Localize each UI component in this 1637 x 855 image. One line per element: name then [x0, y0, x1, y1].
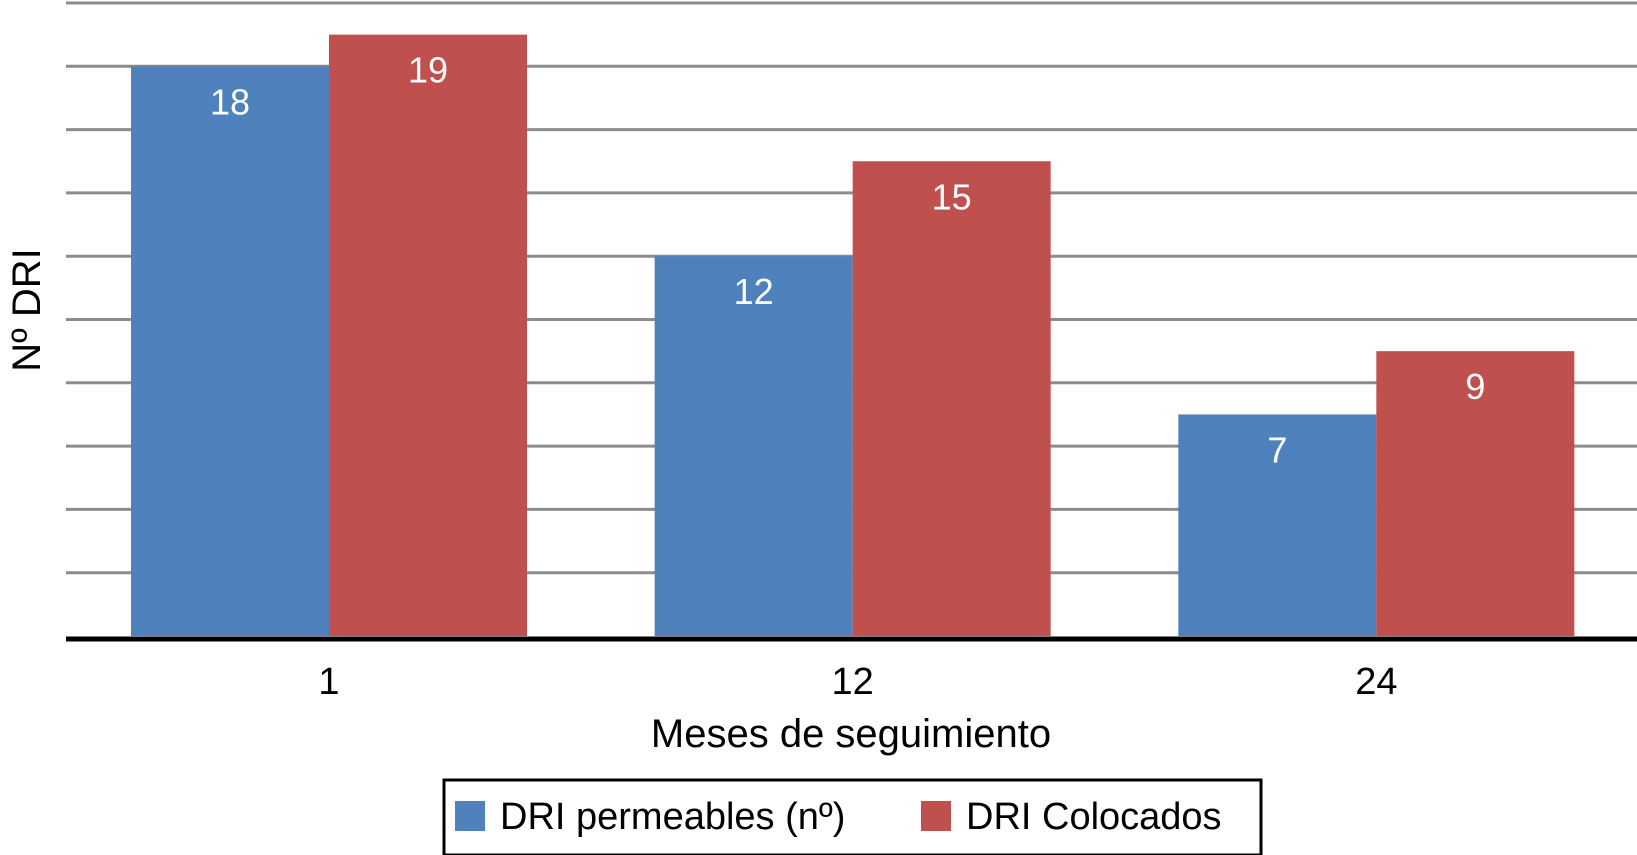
bar-permeables-1	[131, 66, 329, 637]
legend-frame	[442, 778, 1263, 855]
data-label: 9	[1465, 366, 1485, 407]
legend-label-permeables: DRI permeables (nº)	[500, 796, 845, 838]
data-label: 7	[1267, 429, 1287, 470]
y-axis-label: Nº DRI	[5, 248, 49, 372]
legend-swatch-colocados	[921, 801, 951, 831]
x-tick-label: 1	[318, 661, 339, 703]
x-tick-labels: 1 12 24	[318, 661, 1397, 703]
data-label: 12	[734, 271, 774, 312]
bar-labels: 18 19 12 15 7 9	[210, 50, 1485, 471]
legend: DRI permeables (nº) DRI Colocados	[442, 778, 1263, 855]
bars	[131, 34, 1575, 637]
legend-label-colocados: DRI Colocados	[966, 796, 1222, 838]
x-axis-label: Meses de seguimiento	[651, 712, 1051, 756]
data-label: 19	[408, 50, 448, 91]
legend-swatch-permeables	[455, 801, 485, 831]
bar-permeables-24	[1178, 414, 1377, 636]
bar-colocados-12	[852, 161, 1051, 636]
data-label: 18	[210, 81, 250, 122]
x-tick-label: 12	[832, 661, 874, 703]
data-label: 15	[932, 176, 972, 217]
bar-colocados-24	[1376, 351, 1575, 636]
bar-colocados-1	[329, 34, 527, 636]
x-tick-label: 24	[1355, 661, 1397, 703]
bar-permeables-12	[654, 256, 853, 636]
